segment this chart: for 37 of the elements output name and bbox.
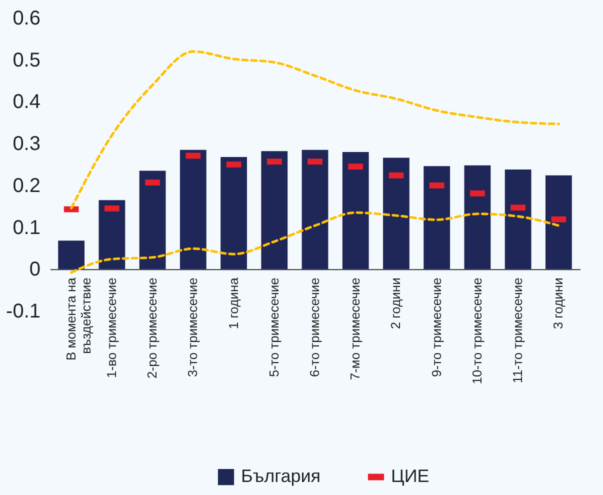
y-tick-label: 0.2 [12, 174, 40, 197]
y-tick-label: 0.3 [12, 133, 40, 156]
y-tick-label: 0.1 [12, 216, 40, 239]
bar [261, 151, 288, 270]
bar [342, 152, 369, 270]
bar [220, 156, 247, 270]
x-tick-label: 7-мо тримесечие [348, 278, 363, 380]
x-tick-label: 10-то тримесечие [469, 278, 484, 384]
bar [180, 150, 206, 270]
y-tick-label: 0.4 [12, 91, 40, 114]
x-tick-label: 9-то тримесечие [428, 278, 444, 378]
bar [139, 170, 166, 270]
x-tick-label: 11-то тримесечие [510, 278, 526, 384]
x-tick-label: 5-то тримесечие [266, 278, 282, 378]
legend-label: ЦИЕ [391, 466, 430, 486]
bar [545, 175, 572, 270]
y-tick-label: 0 [29, 258, 40, 281]
line-series [70, 211, 560, 274]
x-tick-label: 2 години [388, 278, 404, 330]
bar [383, 158, 410, 270]
y-tick-label: 0.5 [12, 49, 40, 72]
x-tick-label: 3-то тримесечие [185, 278, 200, 378]
x-tick-label: 6-то тримесечие [307, 278, 322, 378]
x-tick-label: 1-во тримесечие [104, 278, 119, 378]
bar [504, 170, 532, 270]
y-tick-label: 0.6 [12, 8, 40, 30]
x-tick-label: 1 година [226, 276, 241, 330]
y-tick-label: -0.1 [6, 300, 40, 322]
legend-label: България [241, 466, 321, 486]
bar [98, 200, 126, 270]
x-tick-label: 3 години [550, 278, 566, 330]
bar [302, 150, 328, 270]
bar [424, 166, 450, 270]
bar [464, 165, 491, 270]
bar [58, 240, 85, 270]
x-tick-label: В момента на въздействие [63, 276, 94, 360]
x-tick-label: 2-ро тримесечие [144, 278, 160, 378]
